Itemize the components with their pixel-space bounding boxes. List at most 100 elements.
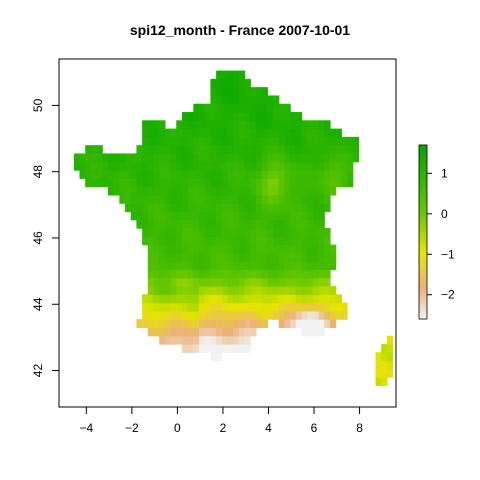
raster-cell: [233, 128, 240, 138]
raster-cell: [312, 194, 320, 204]
raster-cell: [284, 128, 291, 138]
raster-cell: [295, 186, 303, 196]
raster-cell: [278, 178, 286, 188]
raster-cell: [341, 136, 348, 146]
raster-cell: [386, 352, 394, 362]
raster-cell: [176, 211, 183, 221]
raster-cell: [221, 319, 229, 329]
raster-cell: [204, 294, 212, 304]
raster-cell: [290, 170, 297, 179]
raster-cell: [318, 145, 325, 155]
raster-cell: [312, 327, 320, 337]
raster-cell: [193, 112, 200, 121]
raster-cell: [329, 310, 337, 320]
raster-cell: [278, 236, 286, 246]
raster-cell: [318, 310, 325, 320]
raster-cell: [375, 368, 382, 378]
raster-cell: [221, 236, 229, 246]
raster-cell: [329, 302, 337, 312]
raster-cell: [147, 327, 155, 337]
raster-cell: [301, 178, 308, 188]
raster-cell: [301, 170, 308, 179]
raster-cell: [170, 136, 177, 146]
raster-cell: [107, 178, 115, 188]
raster-cell: [261, 170, 268, 179]
raster-cell: [273, 236, 280, 246]
raster-cell: [273, 112, 280, 121]
raster-cell: [159, 211, 166, 221]
raster-cell: [318, 178, 325, 188]
raster-cell: [301, 327, 308, 337]
raster-cell: [170, 153, 177, 163]
raster-cell: [284, 302, 291, 312]
raster-cell: [193, 286, 200, 295]
raster-cell: [142, 310, 149, 320]
raster-cell: [290, 145, 297, 155]
raster-cell: [181, 261, 189, 271]
raster-cell: [250, 170, 257, 179]
x-tick-label: 6: [311, 421, 318, 435]
raster-cell: [267, 252, 274, 262]
y-tick-label: 46: [31, 231, 45, 245]
raster-cell: [204, 145, 212, 155]
raster-cell: [295, 252, 303, 262]
raster-cell: [73, 153, 81, 163]
raster-cell: [187, 261, 194, 271]
raster-cell: [142, 211, 149, 221]
raster-cell: [312, 244, 320, 254]
raster-cell: [307, 194, 314, 204]
raster-cell: [244, 153, 251, 163]
raster-cell: [181, 219, 189, 229]
raster-cell: [227, 186, 234, 196]
raster-cell: [187, 194, 194, 204]
raster-cell: [318, 269, 325, 279]
raster-cell: [159, 178, 166, 188]
raster-cell: [290, 194, 297, 204]
raster-cell: [278, 120, 286, 130]
raster-cell: [199, 335, 206, 345]
raster-cell: [199, 302, 206, 312]
raster-cell: [244, 286, 251, 295]
raster-cell: [301, 277, 308, 287]
raster-cell: [221, 252, 229, 262]
raster-cell: [164, 228, 172, 237]
raster-cell: [312, 236, 320, 246]
raster-cell: [176, 170, 183, 179]
raster-cell: [244, 194, 251, 204]
raster-cell: [324, 186, 331, 196]
raster-cell: [244, 161, 251, 171]
raster-cell: [170, 277, 177, 287]
colorbar-tick-label: −1: [441, 247, 455, 261]
raster-cell: [216, 153, 223, 163]
raster-cell: [318, 302, 325, 312]
raster-cell: [335, 153, 342, 163]
raster-cell: [147, 286, 155, 295]
raster-cell: [159, 136, 166, 146]
raster-cell: [147, 219, 155, 229]
raster-cell: [278, 194, 286, 204]
raster-cell: [159, 219, 166, 229]
raster-cell: [324, 228, 331, 237]
colorbar-tick-label: 0: [441, 207, 448, 221]
raster-cell: [216, 128, 223, 138]
raster-cell: [329, 136, 337, 146]
raster-cell: [130, 186, 138, 196]
raster-cell: [176, 153, 183, 163]
raster-cell: [210, 236, 217, 246]
raster-cell: [204, 136, 212, 146]
raster-cell: [318, 261, 325, 271]
raster-cell: [307, 277, 314, 287]
raster-cell: [261, 203, 268, 213]
raster-cell: [125, 161, 132, 171]
raster-cell: [216, 136, 223, 146]
raster-cell: [193, 103, 200, 113]
raster-cell: [295, 244, 303, 254]
raster-cell: [170, 219, 177, 229]
raster-cell: [227, 120, 234, 130]
raster-cell: [227, 128, 234, 138]
raster-cell: [284, 145, 291, 155]
raster-cell: [335, 170, 342, 179]
raster-cell: [290, 228, 297, 237]
raster-cell: [204, 236, 212, 246]
raster-cell: [113, 186, 120, 196]
